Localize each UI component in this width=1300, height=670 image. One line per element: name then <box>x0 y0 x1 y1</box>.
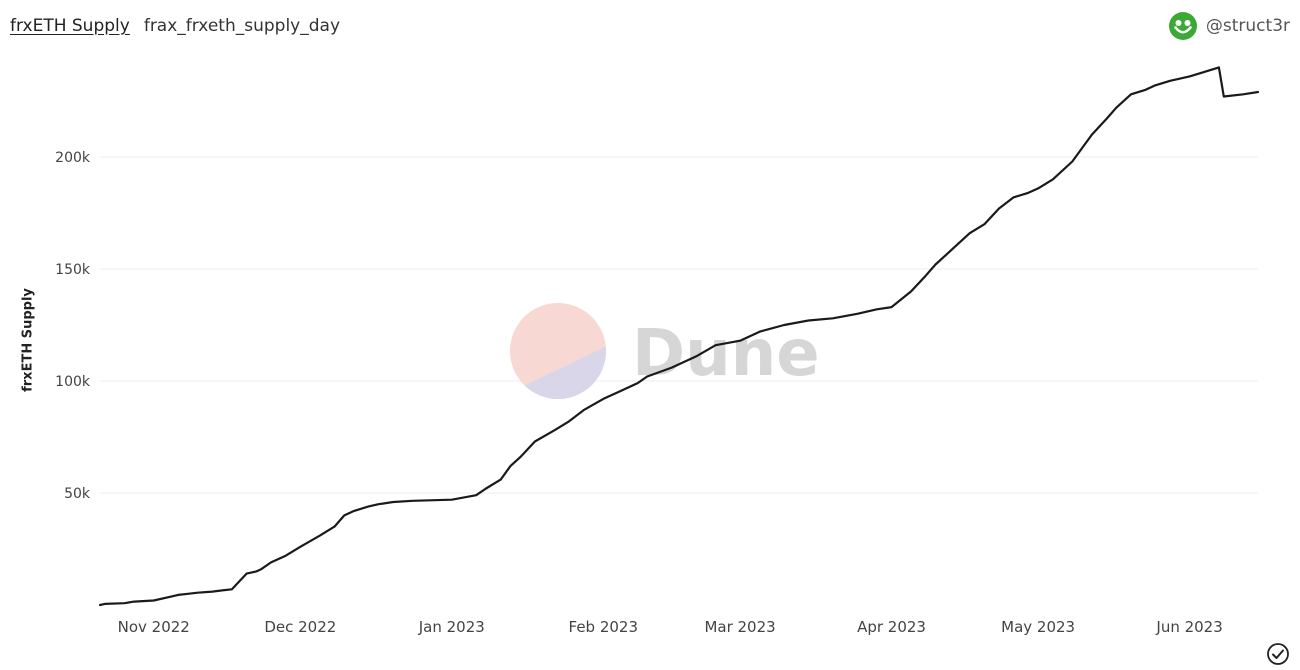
x-tick-label: Jun 2023 <box>1155 618 1222 636</box>
query-name: frax_frxeth_supply_day <box>143 16 341 36</box>
smiley-face-icon <box>1168 12 1197 40</box>
x-tick-label: Mar 2023 <box>704 618 775 636</box>
y-tick-label: 200k <box>55 150 91 166</box>
check-circle-icon[interactable] <box>1266 642 1290 666</box>
x-tick-label: Dec 2022 <box>264 618 336 636</box>
y-tick-label: 150k <box>55 262 91 278</box>
x-tick-label: Nov 2022 <box>118 618 190 636</box>
author-link[interactable]: @struct3r <box>1168 10 1290 42</box>
chart-title-link[interactable]: frxETH Supply <box>10 16 130 36</box>
grid-lines <box>100 156 1258 494</box>
author-handle: @struct3r <box>1205 16 1290 36</box>
series-line-frxeth-supply <box>98 66 1260 607</box>
y-tick-label: 100k <box>55 374 91 390</box>
chart-header: frxETH Supply frax_frxeth_supply_day <box>10 12 340 40</box>
x-tick-label: Apr 2023 <box>857 618 926 636</box>
y-axis-ticks: 50k 100k 150k 200k <box>55 150 91 502</box>
y-tick-label: 50k <box>64 486 91 502</box>
x-axis-ticks: Nov 2022 Dec 2022 Jan 2023 Feb 2023 Mar 2023… <box>118 618 1223 636</box>
x-tick-label: Jan 2023 <box>418 618 485 636</box>
dune-watermark: Dune <box>510 303 820 399</box>
x-tick-label: May 2023 <box>1001 618 1075 636</box>
dune-logo-icon <box>510 303 606 399</box>
watermark-text: Dune <box>632 317 820 391</box>
x-tick-label: Feb 2023 <box>569 618 639 636</box>
y-axis-label: frxETH Supply <box>20 288 36 392</box>
